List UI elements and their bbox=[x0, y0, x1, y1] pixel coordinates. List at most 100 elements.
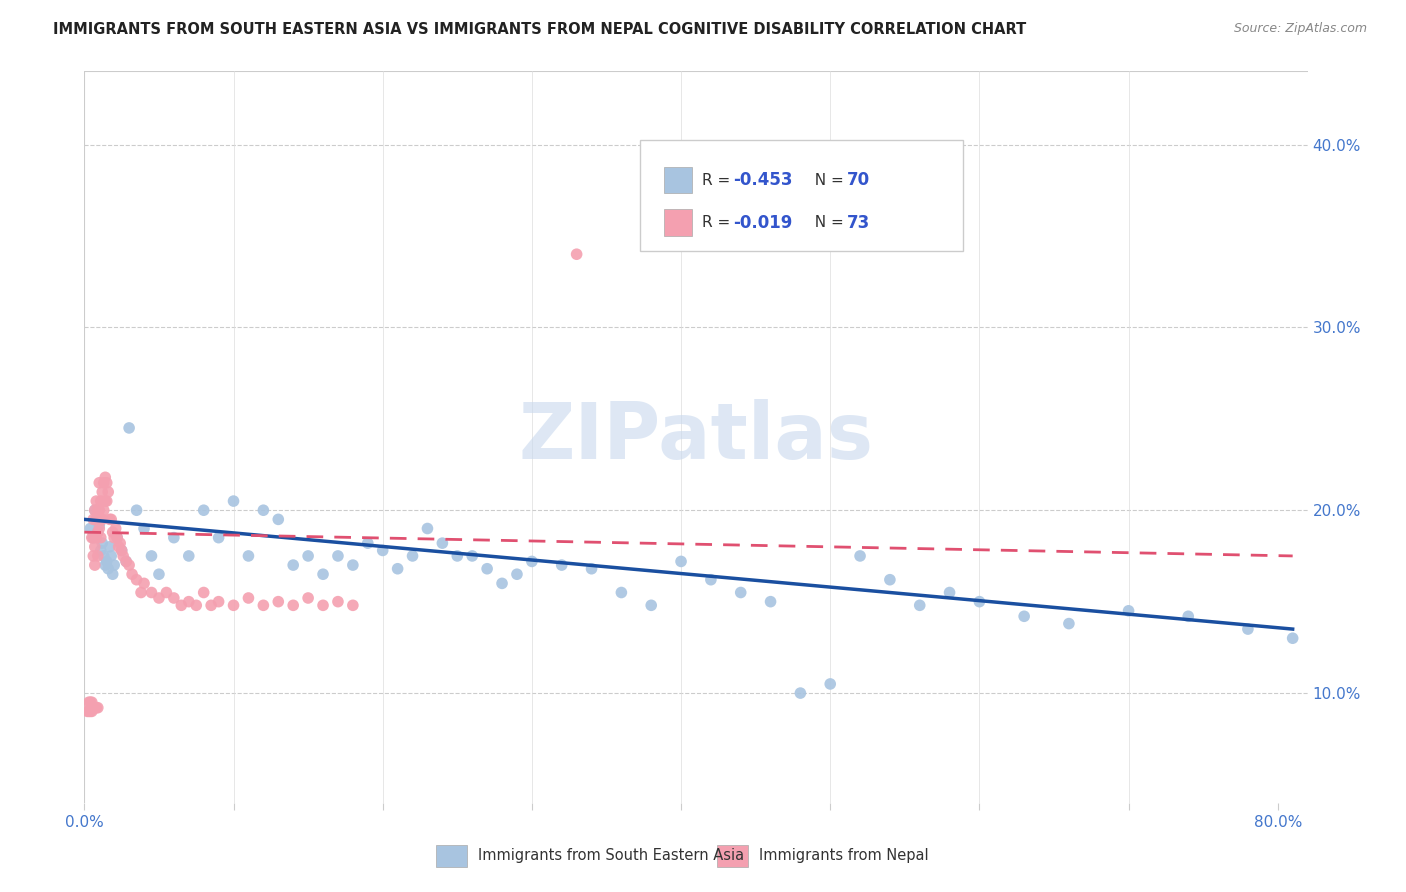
Point bbox=[640, 599, 662, 613]
Point bbox=[84, 700, 107, 714]
Point bbox=[125, 573, 148, 587]
Point bbox=[77, 695, 100, 709]
Point bbox=[565, 247, 588, 261]
Point bbox=[551, 558, 574, 573]
Point bbox=[387, 562, 409, 576]
Point bbox=[93, 549, 115, 563]
Point bbox=[91, 536, 114, 550]
Point bbox=[148, 567, 170, 582]
Point bbox=[87, 525, 110, 540]
Point bbox=[89, 475, 111, 490]
Point bbox=[115, 554, 138, 568]
Point bbox=[90, 494, 112, 508]
Point bbox=[80, 695, 103, 709]
Point bbox=[163, 591, 186, 605]
Point bbox=[132, 521, 155, 535]
Point bbox=[163, 531, 186, 545]
Point bbox=[89, 503, 111, 517]
Point bbox=[879, 573, 901, 587]
Point bbox=[82, 531, 104, 545]
Point bbox=[94, 470, 117, 484]
Point bbox=[100, 512, 122, 526]
Point bbox=[969, 594, 991, 608]
Point bbox=[97, 562, 120, 576]
Text: -0.453: -0.453 bbox=[733, 171, 793, 189]
Point bbox=[98, 512, 121, 526]
Point bbox=[132, 576, 155, 591]
Point bbox=[141, 549, 163, 563]
Text: N =: N = bbox=[804, 172, 848, 187]
Point bbox=[177, 549, 200, 563]
Point bbox=[91, 485, 114, 500]
Point bbox=[938, 585, 960, 599]
Point bbox=[326, 594, 349, 608]
Point bbox=[91, 512, 114, 526]
Point bbox=[82, 512, 104, 526]
Point bbox=[283, 558, 305, 573]
Point bbox=[222, 599, 245, 613]
Point bbox=[80, 531, 103, 545]
Point bbox=[759, 594, 782, 608]
Point bbox=[1281, 632, 1303, 646]
Point bbox=[125, 503, 148, 517]
Point bbox=[105, 531, 128, 545]
Point bbox=[283, 599, 305, 613]
Point bbox=[84, 531, 107, 545]
Point bbox=[371, 543, 394, 558]
Point bbox=[84, 512, 107, 526]
Point bbox=[79, 705, 101, 719]
Point bbox=[446, 549, 468, 563]
Point bbox=[76, 705, 98, 719]
Point bbox=[326, 549, 349, 563]
Point bbox=[186, 599, 208, 613]
Point bbox=[94, 558, 117, 573]
Point bbox=[818, 677, 841, 691]
Point bbox=[111, 543, 134, 558]
Text: N =: N = bbox=[804, 215, 848, 230]
Point bbox=[98, 540, 121, 554]
Point bbox=[669, 554, 692, 568]
Point bbox=[101, 525, 124, 540]
Point bbox=[297, 549, 319, 563]
Point bbox=[1118, 604, 1140, 618]
Point bbox=[312, 599, 335, 613]
Point bbox=[432, 536, 454, 550]
Point bbox=[84, 494, 107, 508]
Point bbox=[96, 494, 118, 508]
Point bbox=[90, 512, 112, 526]
Point bbox=[1012, 609, 1035, 624]
Text: -0.019: -0.019 bbox=[733, 214, 792, 232]
Point bbox=[1177, 609, 1199, 624]
Point bbox=[312, 567, 335, 582]
Point bbox=[252, 503, 274, 517]
Text: 70: 70 bbox=[846, 171, 870, 189]
Point bbox=[93, 503, 115, 517]
Point bbox=[83, 503, 105, 517]
Point bbox=[129, 585, 152, 599]
Point bbox=[105, 531, 128, 545]
Point bbox=[80, 705, 103, 719]
Point bbox=[1237, 622, 1260, 636]
Point bbox=[107, 540, 129, 554]
Point bbox=[461, 549, 484, 563]
Point bbox=[1057, 616, 1080, 631]
Point bbox=[93, 475, 115, 490]
Point bbox=[193, 585, 215, 599]
Point bbox=[87, 503, 110, 517]
Point bbox=[908, 599, 931, 613]
Text: ZIPatlas: ZIPatlas bbox=[519, 399, 873, 475]
Point bbox=[416, 521, 439, 535]
Point bbox=[90, 531, 112, 545]
Point bbox=[90, 543, 112, 558]
Point bbox=[96, 475, 118, 490]
Point bbox=[267, 594, 290, 608]
Point bbox=[141, 585, 163, 599]
Point bbox=[267, 512, 290, 526]
Point bbox=[342, 558, 364, 573]
Point bbox=[342, 599, 364, 613]
Point bbox=[238, 591, 260, 605]
Point bbox=[610, 585, 633, 599]
Point bbox=[100, 549, 122, 563]
Point bbox=[121, 567, 143, 582]
Point bbox=[207, 594, 229, 608]
